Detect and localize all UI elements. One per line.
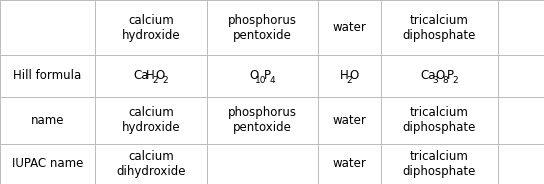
Text: calcium
hydroxide: calcium hydroxide xyxy=(122,14,180,42)
Text: 8: 8 xyxy=(442,76,448,85)
Text: calcium
hydroxide: calcium hydroxide xyxy=(122,106,180,134)
Text: P: P xyxy=(264,69,271,82)
Text: 3: 3 xyxy=(432,76,438,85)
Text: O: O xyxy=(350,69,359,82)
Text: 2: 2 xyxy=(347,76,353,85)
Text: tricalcium
diphosphate: tricalcium diphosphate xyxy=(403,14,476,42)
Text: O: O xyxy=(436,69,445,82)
Text: Ca: Ca xyxy=(133,69,149,82)
Text: IUPAC name: IUPAC name xyxy=(12,157,83,170)
Text: H: H xyxy=(145,69,154,82)
Text: 2: 2 xyxy=(162,76,168,85)
Text: O: O xyxy=(155,69,164,82)
Text: O: O xyxy=(250,69,259,82)
Text: name: name xyxy=(31,114,64,127)
Text: 4: 4 xyxy=(269,76,275,85)
Text: 2: 2 xyxy=(152,76,158,85)
Text: Hill formula: Hill formula xyxy=(14,69,82,82)
Text: water: water xyxy=(332,21,367,34)
Text: water: water xyxy=(332,157,367,170)
Text: Ca: Ca xyxy=(420,69,436,82)
Text: phosphorus
pentoxide: phosphorus pentoxide xyxy=(228,14,297,42)
Text: 10: 10 xyxy=(255,76,267,85)
Text: 2: 2 xyxy=(452,76,458,85)
Text: tricalcium
diphosphate: tricalcium diphosphate xyxy=(403,150,476,178)
Text: H: H xyxy=(340,69,349,82)
Text: P: P xyxy=(447,69,454,82)
Text: phosphorus
pentoxide: phosphorus pentoxide xyxy=(228,106,297,134)
Text: calcium
dihydroxide: calcium dihydroxide xyxy=(116,150,186,178)
Text: tricalcium
diphosphate: tricalcium diphosphate xyxy=(403,106,476,134)
Text: water: water xyxy=(332,114,367,127)
